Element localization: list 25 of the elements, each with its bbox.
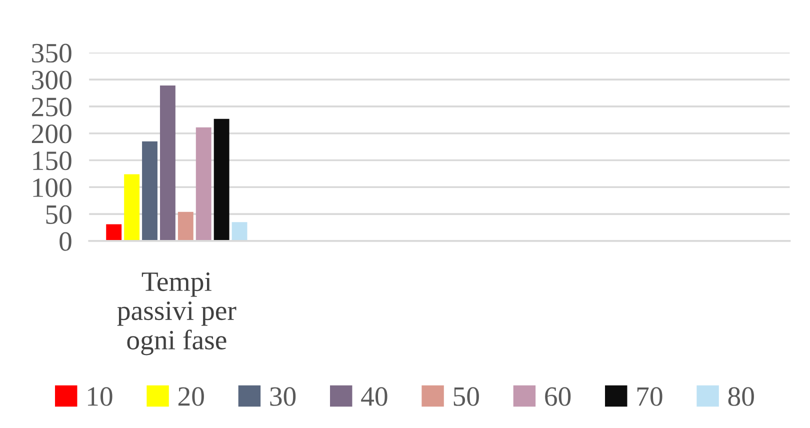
y-tick-label: 50 (46, 205, 72, 224)
bar (160, 85, 176, 241)
legend-label: 10 (88, 387, 112, 406)
legend-label: 60 (545, 387, 571, 406)
y-tick-label: 250 (32, 98, 72, 116)
y-tick-label: 150 (33, 151, 72, 170)
bar (142, 141, 158, 241)
bar (178, 212, 194, 241)
y-tick-label: 0 (60, 232, 72, 251)
legend-label: 50 (454, 387, 479, 406)
y-tick-label: 200 (32, 124, 72, 144)
legend-label: 70 (637, 387, 662, 406)
legend-label: 80 (728, 387, 754, 406)
y-tick-label: 350 (32, 44, 72, 63)
bar (196, 127, 212, 241)
x-tick-label: Tempi passivi per ogni fase (117, 272, 236, 356)
bar (214, 118, 230, 241)
y-tick-label: 100 (33, 178, 72, 198)
y-tick-label: 300 (32, 70, 72, 90)
legend-label: 30 (270, 387, 296, 406)
bar (232, 222, 248, 241)
bar (124, 174, 140, 241)
legend-label: 40 (361, 387, 388, 406)
bar (106, 224, 122, 241)
legend-label: 20 (178, 387, 204, 406)
